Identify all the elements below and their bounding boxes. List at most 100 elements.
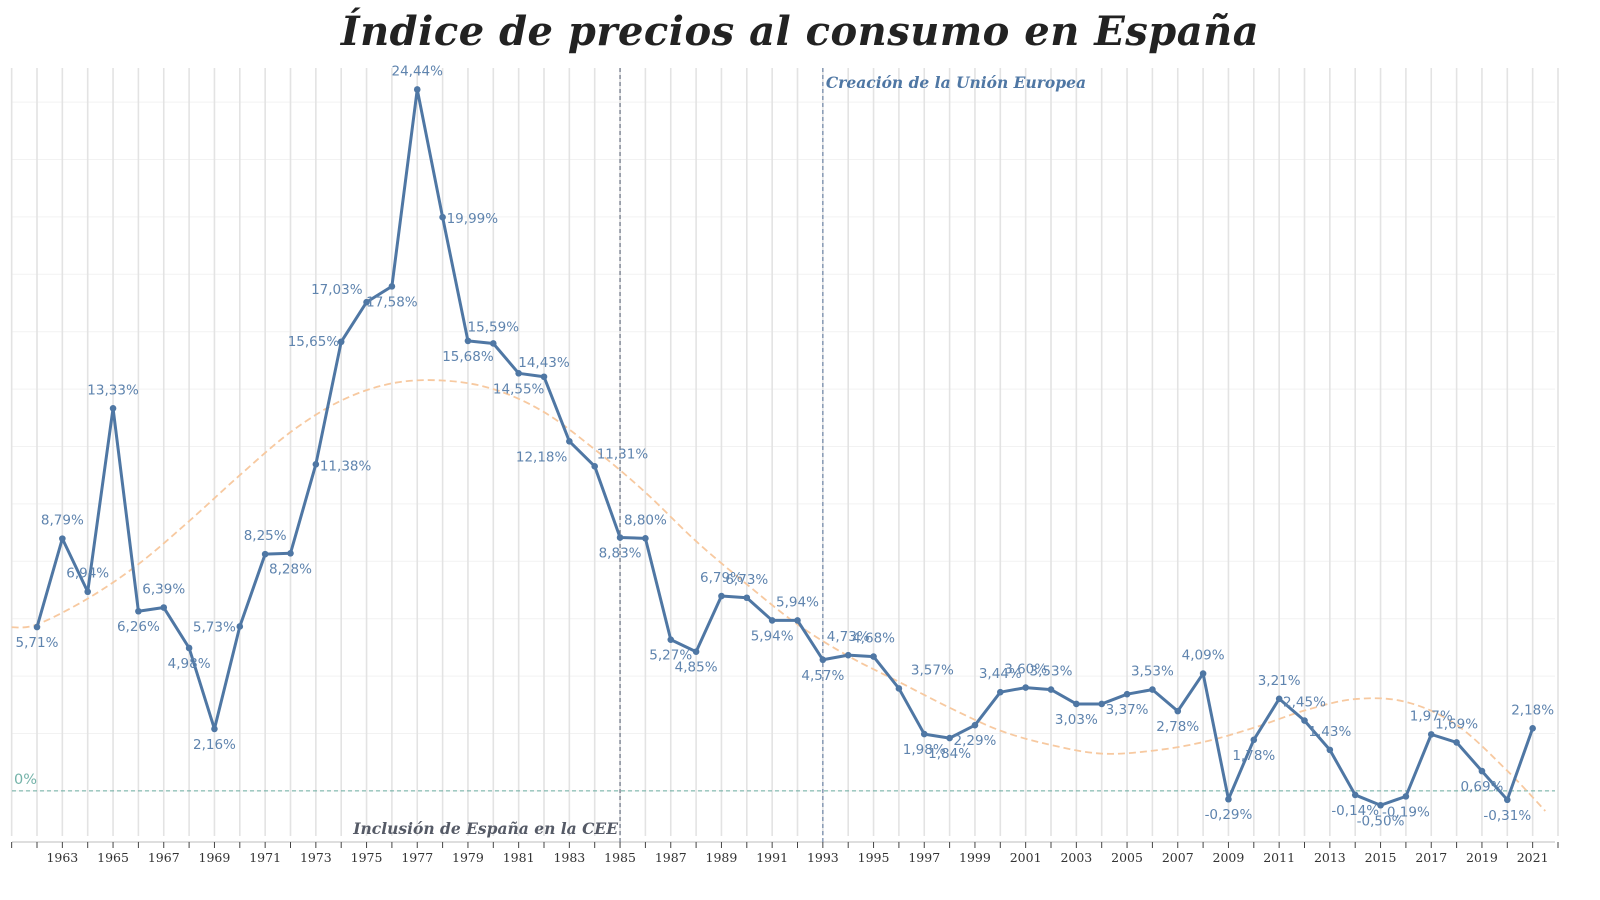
data-point — [718, 592, 725, 600]
x-axis-ticks — [11, 842, 1559, 848]
data-label: 1,97% — [1410, 708, 1453, 724]
data-label: 14,43% — [518, 355, 570, 371]
data-point — [616, 534, 624, 541]
x-tick-label: 2011 — [1263, 850, 1295, 865]
data-label: 5,27% — [649, 648, 692, 664]
data-point — [1427, 731, 1435, 738]
data-point — [591, 463, 598, 470]
x-tick-label: 1963 — [46, 850, 78, 865]
x-tick-label: 1991 — [756, 850, 788, 865]
data-label: 13,33% — [87, 382, 139, 398]
data-label: 11,38% — [320, 458, 372, 474]
data-point — [59, 535, 66, 542]
data-point — [997, 688, 1004, 696]
data-label: 15,65% — [288, 334, 340, 350]
data-point — [84, 588, 91, 596]
data-point — [1351, 791, 1359, 799]
data-point — [743, 594, 751, 602]
data-label: 8,83% — [599, 545, 642, 561]
data-point — [1504, 796, 1511, 804]
data-label: 6,26% — [117, 619, 160, 635]
data-label: 5,94% — [751, 628, 794, 644]
data-label: 8,25% — [244, 528, 287, 544]
data-label: 8,28% — [269, 561, 312, 577]
data-label: 1,84% — [928, 746, 971, 762]
x-tick-label: 2003 — [1060, 850, 1092, 865]
data-point — [1225, 795, 1232, 803]
data-label: 17,58% — [366, 294, 418, 310]
data-label: 6,94% — [66, 566, 109, 582]
data-label: 4,09% — [1182, 648, 1225, 664]
data-label: 8,80% — [624, 512, 667, 528]
data-label: 2,18% — [1511, 702, 1554, 718]
data-label: -0,29% — [1205, 807, 1253, 823]
data-label: 6,79% — [700, 570, 743, 586]
data-point — [895, 685, 903, 692]
vertical-gridlines — [10, 68, 1559, 836]
data-label: 0,69% — [1461, 779, 1504, 795]
x-tick-label: 1965 — [97, 850, 129, 865]
data-point — [388, 283, 396, 290]
x-tick-label: 1999 — [959, 850, 991, 865]
chart-title: Índice de precios al consumo en España — [340, 8, 1260, 55]
horizontal-gridlines — [12, 101, 1555, 792]
data-label: -0,50% — [1357, 813, 1405, 829]
data-point — [439, 213, 446, 221]
data-point — [1073, 700, 1080, 708]
data-point — [920, 730, 928, 738]
data-point — [540, 373, 548, 381]
data-label: 3,60% — [1004, 662, 1047, 678]
x-tick-label: 1979 — [452, 850, 484, 865]
x-tick-label: 2009 — [1213, 850, 1245, 865]
x-tick-label: 2019 — [1466, 850, 1498, 865]
annotation-inclusion-cee: Inclusión de España en la CEE — [352, 819, 618, 838]
data-label: 3,21% — [1258, 673, 1301, 689]
data-point — [109, 405, 117, 412]
data-label: 3,44% — [979, 666, 1022, 682]
data-label: 4,68% — [852, 631, 895, 647]
data-label: 8,79% — [41, 513, 84, 529]
data-point — [794, 617, 801, 624]
data-point — [566, 438, 573, 445]
data-point — [768, 617, 776, 624]
data-label: 4,98% — [168, 656, 211, 672]
x-tick-label: 1997 — [908, 850, 940, 865]
series-line — [35, 87, 1535, 807]
data-point — [185, 644, 193, 652]
data-label: 1,78% — [1232, 748, 1275, 764]
data-point — [819, 656, 827, 664]
x-tick-label: 2015 — [1365, 850, 1397, 865]
data-point — [946, 734, 953, 742]
data-label: 4,85% — [675, 660, 718, 676]
data-point — [1047, 686, 1055, 693]
data-point — [844, 651, 852, 659]
data-point — [236, 623, 244, 630]
x-tick-label: 1971 — [249, 850, 281, 865]
data-label: 6,73% — [725, 572, 768, 588]
data-point — [692, 648, 700, 656]
data-label: 1,98% — [903, 742, 946, 758]
data-labels: 5,71% 8,79% 6,94% 13,33% 6,26% 6,39% 4,98% 2,16… — [16, 63, 1555, 829]
data-label: -0,14% — [1331, 803, 1379, 819]
zero-reference-label: 0% — [14, 772, 37, 788]
x-tick-label: 1973 — [300, 850, 332, 865]
data-point — [1275, 695, 1283, 703]
data-label: 4,57% — [801, 668, 844, 684]
data-label: 2,29% — [954, 733, 997, 749]
data-point — [870, 653, 877, 660]
x-tick-label: 2007 — [1162, 850, 1194, 865]
data-point — [667, 636, 675, 643]
data-point — [261, 550, 269, 558]
data-label: 11,31% — [597, 446, 649, 462]
data-label: 5,71% — [16, 635, 59, 651]
x-tick-label: 1989 — [706, 850, 738, 865]
data-label: 3,03% — [1055, 712, 1098, 728]
data-label: 1,69% — [1435, 716, 1478, 732]
data-label: 4,73% — [827, 629, 870, 645]
data-label: 12,18% — [516, 449, 568, 465]
data-point — [1301, 717, 1308, 724]
data-label: 5,94% — [776, 594, 819, 610]
x-tick-label: 1977 — [401, 850, 433, 865]
data-point — [1174, 707, 1182, 715]
